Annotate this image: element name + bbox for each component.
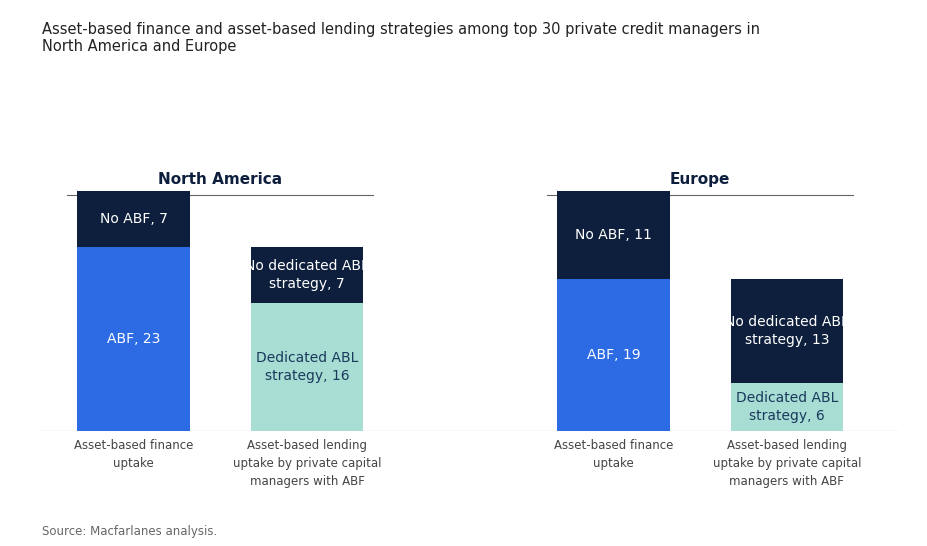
Text: Dedicated ABL
strategy, 6: Dedicated ABL strategy, 6	[736, 391, 838, 424]
Text: Dedicated ABL
strategy, 16: Dedicated ABL strategy, 16	[256, 351, 359, 383]
Text: North America: North America	[159, 172, 283, 187]
Bar	[78, 191, 190, 247]
Bar	[730, 383, 843, 431]
Text: Europe: Europe	[670, 172, 730, 187]
Text: Asset-based finance
uptake: Asset-based finance uptake	[553, 440, 673, 470]
Text: Source: Macfarlanes analysis.: Source: Macfarlanes analysis.	[42, 525, 217, 538]
Bar	[730, 279, 843, 383]
Text: Asset-based lending
uptake by private capital
managers with ABF: Asset-based lending uptake by private ca…	[713, 440, 861, 488]
Text: No dedicated ABL
strategy, 13: No dedicated ABL strategy, 13	[725, 315, 849, 347]
Text: Asset-based finance and asset-based lending strategies among top 30 private cred: Asset-based finance and asset-based lend…	[42, 22, 760, 54]
Text: ABF, 23: ABF, 23	[107, 332, 160, 346]
Bar	[557, 279, 669, 431]
Text: Asset-based lending
uptake by private capital
managers with ABF: Asset-based lending uptake by private ca…	[233, 440, 381, 488]
Bar	[557, 191, 669, 279]
Text: No ABF, 11: No ABF, 11	[575, 228, 652, 242]
Text: Asset-based finance
uptake: Asset-based finance uptake	[74, 440, 193, 470]
Bar	[251, 303, 363, 431]
Text: No dedicated ABL
strategy, 7: No dedicated ABL strategy, 7	[246, 259, 369, 291]
Text: ABF, 19: ABF, 19	[587, 348, 641, 362]
Text: No ABF, 7: No ABF, 7	[99, 212, 168, 226]
Bar	[251, 247, 363, 303]
Bar	[78, 247, 190, 431]
